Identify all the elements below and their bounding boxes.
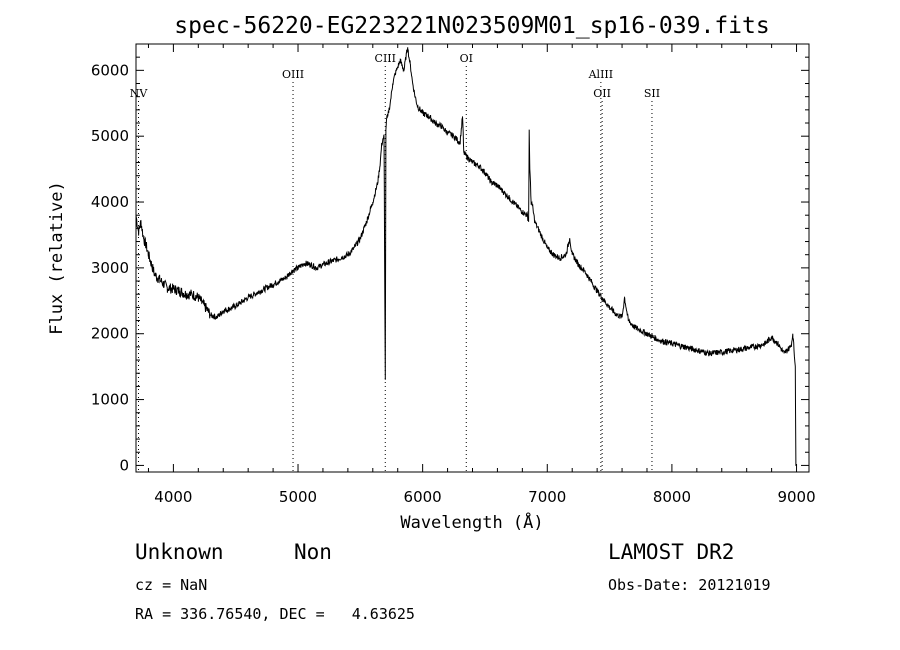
plot-frame xyxy=(135,43,810,473)
line-marker-label: OI xyxy=(460,52,473,65)
y-tick-label: 6000 xyxy=(91,61,129,79)
y-axis-label: Flux (relative) xyxy=(47,181,67,335)
obs-date: Obs-Date: 20121019 xyxy=(608,576,771,594)
line-marker-label: OIII xyxy=(282,68,304,81)
emission-line-markers: NV OIII CIII OI AlIII OII SII xyxy=(130,52,660,472)
y-tick-label: 0 xyxy=(119,456,129,474)
line-marker-label: OII xyxy=(593,87,611,100)
x-tick-label: 4000 xyxy=(154,488,192,506)
y-tick-label: 4000 xyxy=(91,193,129,211)
y-tick-label: 3000 xyxy=(91,259,129,277)
line-marker-label: SII xyxy=(644,87,660,100)
x-axis-label: Wavelength (Å) xyxy=(400,511,543,533)
y-tick-label: 5000 xyxy=(91,127,129,145)
cz-value: cz = NaN xyxy=(135,576,208,594)
x-axis-ticks: 4000 5000 6000 7000 8000 9000 xyxy=(147,44,816,506)
line-marker-label: CIII xyxy=(375,52,396,65)
x-tick-label: 7000 xyxy=(528,488,566,506)
x-tick-label: 5000 xyxy=(279,488,317,506)
line-marker-label: NV xyxy=(130,87,149,100)
line-marker-label: AlIII xyxy=(588,68,614,81)
y-tick-label: 1000 xyxy=(91,391,129,409)
y-tick-label: 2000 xyxy=(91,325,129,343)
chart-title: spec-56220-EG223221N023509M01_sp16-039.f… xyxy=(174,13,769,39)
y-axis-ticks: 0 1000 2000 3000 4000 5000 6000 xyxy=(91,56,809,474)
x-tick-label: 6000 xyxy=(404,488,442,506)
subclass-label: Non xyxy=(294,540,332,564)
x-tick-label: 9000 xyxy=(777,488,815,506)
class-label: Unknown xyxy=(135,540,224,564)
x-tick-label: 8000 xyxy=(653,488,691,506)
spectrum-line xyxy=(135,47,797,466)
coordinates: RA = 336.76540, DEC = 4.63625 xyxy=(135,605,415,623)
survey-label: LAMOST DR2 xyxy=(608,540,735,564)
